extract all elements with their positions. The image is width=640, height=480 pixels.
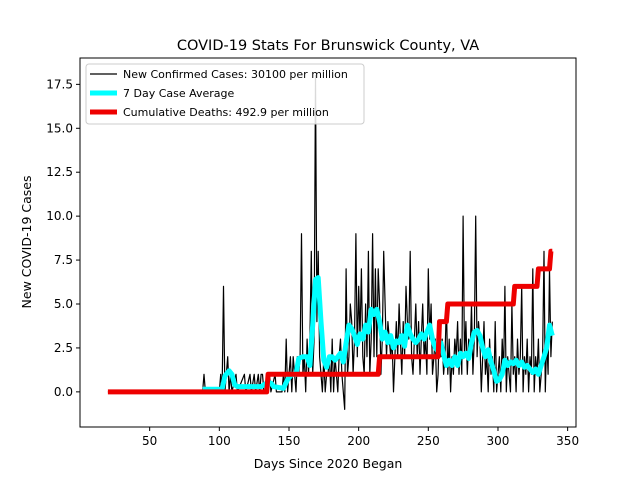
series-7day-average (202, 275, 555, 392)
x-tick-label: 150 (278, 434, 301, 448)
y-tick-label: 17.5 (46, 77, 73, 91)
legend: New Confirmed Cases: 30100 per million 7 … (85, 63, 365, 125)
y-tick-label: 0.0 (54, 385, 73, 399)
legend-box (85, 63, 365, 125)
series-cumulative-deaths (107, 248, 554, 395)
x-tick-label: 250 (417, 434, 440, 448)
legend-entry-7day-average-label: 7 Day Case Average (123, 87, 235, 100)
y-tick-label: 12.5 (46, 165, 73, 179)
legend-entry-new-cases-label: New Confirmed Cases: 30100 per million (123, 68, 348, 81)
y-tick-label: 5.0 (54, 297, 73, 311)
y-tick-label: 10.0 (46, 209, 73, 223)
ticks-layer: 50 100 150 200 250 300 350 0.0 2.5 5.0 7.5 10.0 12.5… (46, 77, 579, 448)
chart-title: COVID-19 Stats For Brunswick County, VA (177, 38, 479, 54)
y-tick-label: 15.0 (46, 121, 73, 135)
y-tick-label: 7.5 (54, 253, 73, 267)
x-tick-label: 50 (142, 434, 157, 448)
plot-frame (79, 57, 577, 428)
y-tick-label: 2.5 (54, 341, 73, 355)
x-axis-label: Days Since 2020 Began (254, 456, 403, 471)
series-layer (107, 75, 555, 410)
legend-entry-cumulative-deaths-label: Cumulative Deaths: 492.9 per million (123, 106, 329, 119)
x-tick-label: 200 (347, 434, 370, 448)
x-tick-label: 300 (487, 434, 510, 448)
x-tick-label: 350 (556, 434, 579, 448)
y-axis-label: New COVID-19 Cases (19, 176, 34, 309)
x-tick-label: 100 (208, 434, 231, 448)
